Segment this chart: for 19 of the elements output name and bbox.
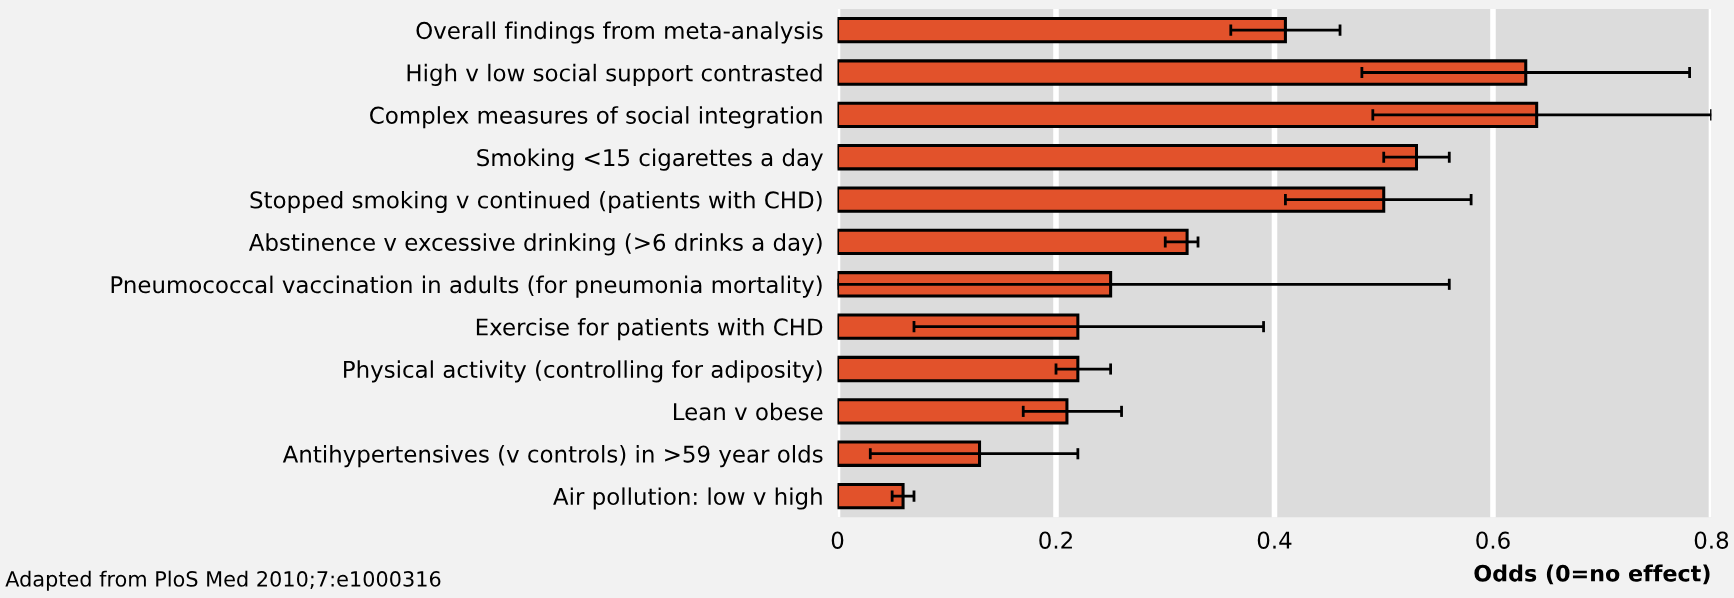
x-tick-label: 0.8 bbox=[1694, 531, 1729, 549]
y-tick-label: Complex measures of social integration bbox=[370, 106, 822, 129]
y-tick-label: Smoking <15 cigarettes a day bbox=[477, 148, 823, 171]
x-tick-label: 0.4 bbox=[1257, 531, 1292, 549]
x-tick-label: 0 bbox=[831, 531, 844, 549]
y-tick-label: Stopped smoking v continued (patients with CHD) bbox=[250, 190, 822, 214]
y-tick-label: Antihypertensives (v controls) in >59 year olds bbox=[282, 445, 823, 468]
x-tick-label: 0.6 bbox=[1476, 531, 1510, 549]
x-axis-title: Odds (0=no effect) bbox=[1474, 564, 1710, 585]
text: Adapted from PloS Med 2010;7:e1000316 bbox=[5, 570, 441, 591]
y-tick-label: Lean v obese bbox=[674, 402, 823, 421]
y-tick-label: Exercise for patients with CHD bbox=[476, 317, 823, 341]
y-tick-label: Abstinence v excessive drinking (>6 drinks a day) bbox=[248, 233, 822, 256]
y-tick-label: High v low social support contrasted bbox=[407, 63, 822, 86]
y-tick-label: Overall findings from meta-analysis bbox=[416, 21, 823, 44]
y-tick-label: Physical activity (controlling for adiposity) bbox=[344, 360, 822, 383]
y-tick-label: Air pollution: low v high bbox=[553, 487, 822, 510]
y-tick-label: Pneumococcal vaccination in adults (for pneumonia mortality) bbox=[111, 275, 822, 298]
x-tick-label: 0.2 bbox=[1039, 531, 1072, 549]
